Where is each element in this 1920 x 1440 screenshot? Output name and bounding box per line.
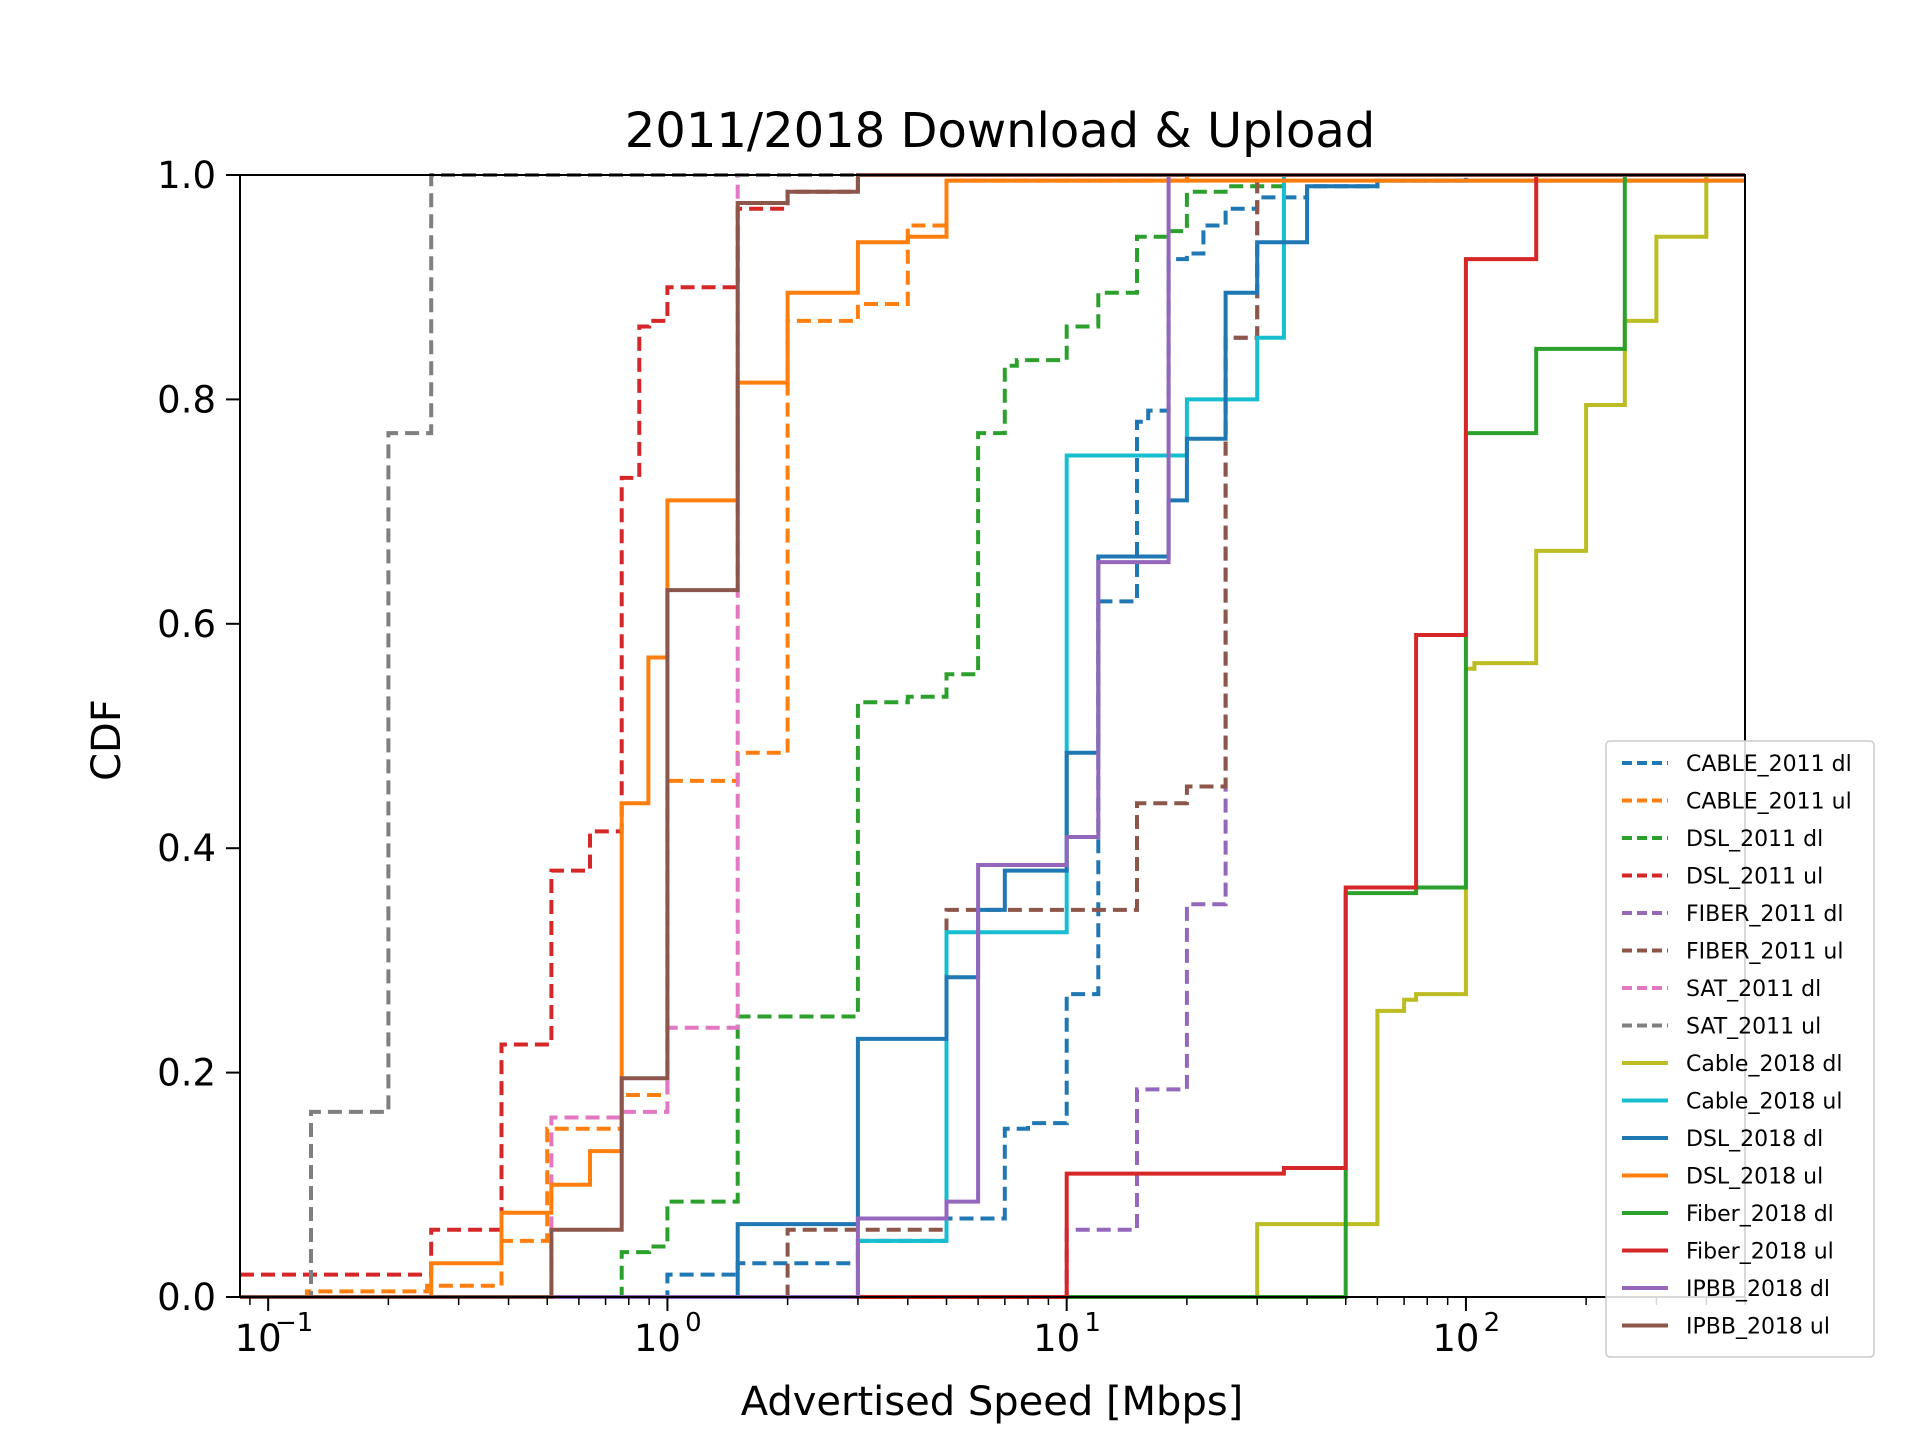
x-axis-label: Advertised Speed [Mbps] [741,1379,1244,1425]
y-tick-label: 0.4 [157,827,216,870]
x-tick-exponent: 2 [1484,1308,1501,1338]
series-line-15 [240,173,1745,1299]
y-axis-label: CDF [84,699,130,781]
series-line-1 [240,173,1745,1299]
legend-label: SAT_2011 ul [1686,1015,1821,1040]
legend-label: DSL_2018 ul [1686,1165,1823,1190]
legend-label: Fiber_2018 ul [1686,1240,1834,1265]
legend-label: Cable_2018 dl [1686,1052,1843,1077]
x-tick-label: 10 [1033,1317,1080,1360]
x-tick-label: 10 [634,1317,681,1360]
plot-area [239,173,1746,1299]
y-axis: 0.0 0.2 0.4 0.6 0.8 1.0 [157,154,240,1319]
x-tick-exponent: 0 [685,1308,702,1338]
y-tick-label: 0.6 [157,603,216,646]
series-line-2 [240,173,1745,1299]
legend-label: SAT_2011 dl [1686,977,1821,1002]
legend-label: DSL_2011 dl [1686,827,1823,852]
legend: CABLE_2011 dl CABLE_2011 ul DSL_2011 dl DSL… [1605,740,1875,1358]
x-tick-label: 10 [1432,1317,1479,1360]
series-line-9 [240,173,1745,1299]
legend-box [1605,740,1875,1358]
plot-frame [239,174,1746,1298]
y-tick-label: 0.0 [157,1276,216,1319]
series-line-8 [240,173,1745,1299]
legend-label: DSL_2018 dl [1686,1127,1823,1152]
chart-title: 2011/2018 Download & Upload [625,103,1375,159]
series-line-0 [240,173,1745,1299]
plot-background [240,175,1745,1297]
y-tick-label: 0.8 [157,378,216,421]
x-tick-exponent: −1 [275,1308,313,1338]
y-tick-label: 1.0 [157,154,216,197]
legend-label: FIBER_2011 dl [1686,902,1843,927]
x-tick-exponent: 1 [1084,1308,1101,1338]
legend-label: IPBB_2018 ul [1686,1315,1830,1340]
series-line-11 [240,178,1745,1299]
x-tick-label: 10 [235,1317,282,1360]
series-line-14 [240,173,1745,1299]
legend-label: DSL_2011 ul [1686,865,1823,890]
x-axis: 10−1 10 0 10 1 10 2 [235,1297,1746,1360]
y-tick-label: 0.2 [157,1052,216,1095]
series-layer [240,173,1745,1299]
legend-label: Cable_2018 ul [1686,1090,1843,1115]
legend-label: CABLE_2011 dl [1686,752,1852,777]
legend-label: IPBB_2018 dl [1686,1277,1830,1302]
series-line-7 [240,173,1745,1299]
legend-label: CABLE_2011 ul [1686,790,1852,815]
series-line-13 [240,173,1745,1299]
series-line-5 [240,173,1745,1299]
legend-label: FIBER_2011 ul [1686,940,1843,965]
legend-label: Fiber_2018 dl [1686,1202,1834,1227]
